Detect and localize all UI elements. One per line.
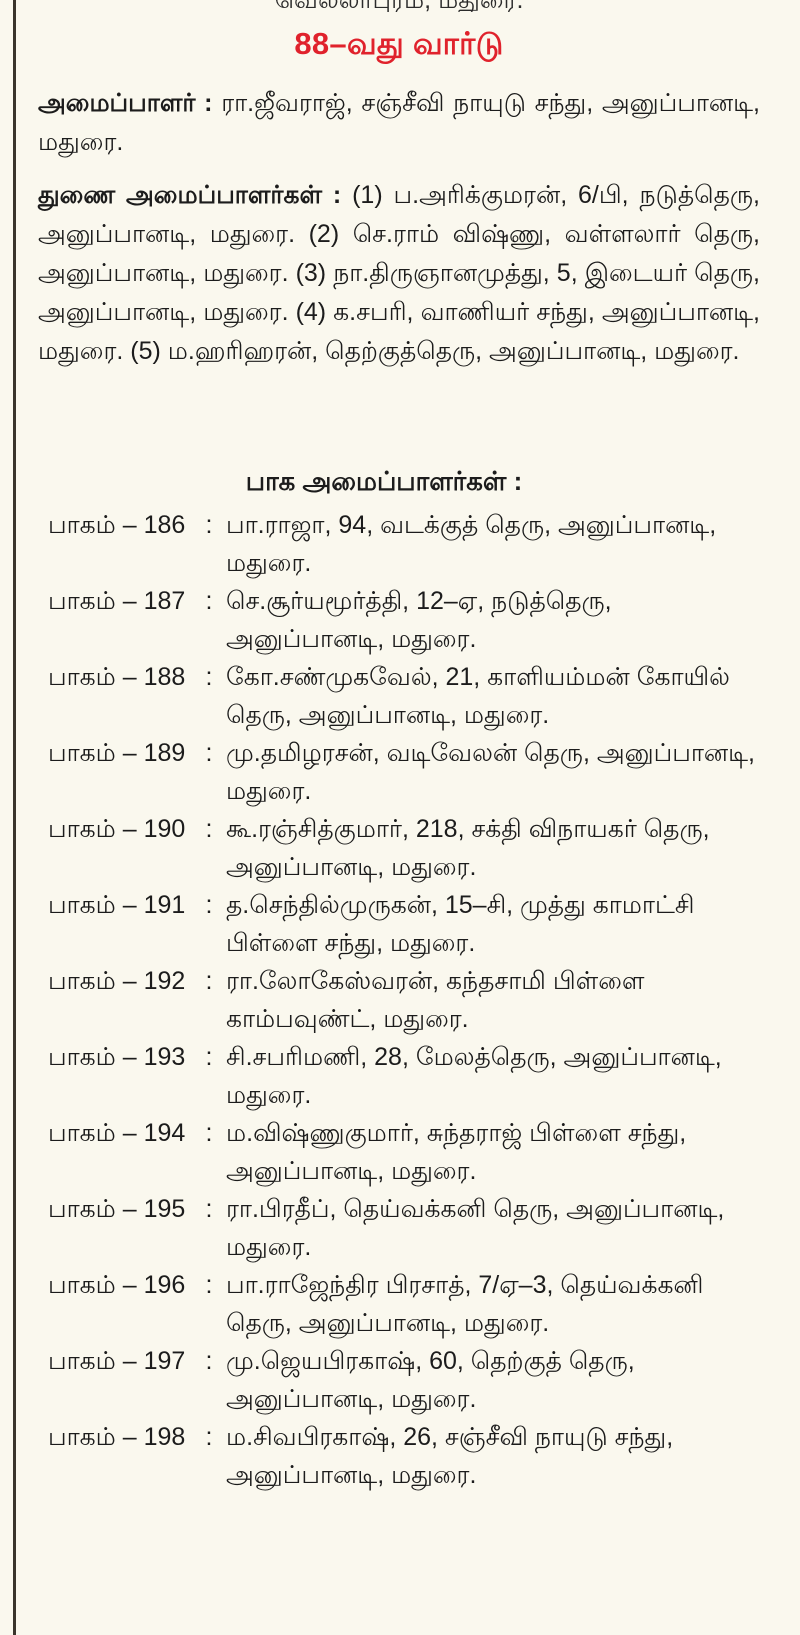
part-organiser-address: செ.சூர்யமூர்த்தி, 12–ஏ, நடுத்தெரு, அனுப்ப…: [226, 582, 786, 658]
part-number-label: பாகம் – 195: [48, 1195, 186, 1223]
address-line-primary: கோ.சண்முகவேல், 21, காளியம்மன் கோயில்: [226, 663, 730, 691]
address-line-primary: த.செந்தில்முருகன், 15–சி, முத்து காமாட்ச…: [226, 891, 695, 919]
address-line-primary: பா.ராஜேந்திர பிரசாத், 7/ஏ–3, தெய்வக்கனி: [226, 1271, 704, 1299]
row-colon-separator: :: [205, 1423, 213, 1451]
part-number-label: பாகம் – 198: [48, 1423, 186, 1451]
page-content: வெல்லாபுரம், மதுரை. 88–வது வார்டு அமைப்ப…: [34, 0, 786, 1635]
part-organiser-row: பாகம் – 188: கோ.சண்முகவேல், 21, காளியம்மன…: [34, 658, 786, 734]
part-number-label: பாகம் – 192: [48, 967, 186, 995]
address-line-continuation: மதுரை.: [226, 1233, 312, 1261]
organiser-value: ரா.ஜீவராஜ், சஞ்சீவி நாயுடு சந்து, அனுப்ப…: [38, 89, 760, 156]
address-line-primary: மு.ஜெயபிரகாஷ், 60, தெற்குத் தெரு,: [226, 1347, 635, 1375]
address-line-continuation: அனுப்பானடி, மதுரை.: [226, 1157, 477, 1185]
address-line-primary: சி.சபரிமணி, 28, மேலத்தெரு, அனுப்பானடி,: [226, 1043, 722, 1071]
part-number-label: பாகம் – 196: [48, 1271, 186, 1299]
organiser-paragraph: அமைப்பாளர் : ரா.ஜீவராஜ், சஞ்சீவி நாயுடு …: [38, 84, 760, 162]
address-line-continuation: மதுரை.: [226, 1081, 312, 1109]
address-line-primary: ரா.பிரதீப், தெய்வக்கனி தெரு, அனுப்பானடி,: [226, 1195, 725, 1223]
part-number-label: பாகம் – 194: [48, 1119, 186, 1147]
part-organiser-row: பாகம் – 186: பா.ராஜா, 94, வடக்குத் தெரு, …: [34, 506, 786, 582]
part-organiser-address: த.செந்தில்முருகன், 15–சி, முத்து காமாட்ச…: [226, 886, 786, 962]
row-colon-separator: :: [205, 663, 213, 691]
part-organiser-row: பாகம் – 189: மு.தமிழரசன், வடிவேலன் தெரு, …: [34, 734, 786, 810]
part-organiser-address: ரா.பிரதீப், தெய்வக்கனி தெரு, அனுப்பானடி,…: [226, 1190, 786, 1266]
part-organiser-row: பாகம் – 192: ரா.லோகேஸ்வரன், கந்தசாமி பிள்…: [34, 962, 786, 1038]
address-line-continuation: தெரு, அனுப்பானடி, மதுரை.: [226, 701, 550, 729]
address-line-primary: ம.சிவபிரகாஷ், 26, சஞ்சீவி நாயுடு சந்து,: [226, 1423, 674, 1451]
address-line-primary: மு.தமிழரசன், வடிவேலன் தெரு, அனுப்பானடி,: [226, 739, 755, 767]
part-organiser-row: பாகம் – 197: மு.ஜெயபிரகாஷ், 60, தெற்குத் …: [34, 1342, 786, 1418]
address-line-continuation: மதுரை.: [226, 777, 312, 805]
part-organiser-address: கூ.ரஞ்சித்குமார், 218, சக்தி விநாயகர் தெ…: [226, 810, 786, 886]
address-line-primary: ம.விஷ்ணுகுமார், சுந்தராஜ் பிள்ளை சந்து,: [226, 1119, 687, 1147]
part-organisers-list: பாகம் – 186: பா.ராஜா, 94, வடக்குத் தெரு, …: [34, 506, 786, 1494]
address-line-continuation: அனுப்பானடி, மதுரை.: [226, 853, 477, 881]
part-organiser-address: கோ.சண்முகவேல், 21, காளியம்மன் கோயில் தெரு…: [226, 658, 786, 734]
row-colon-separator: :: [205, 1119, 213, 1147]
part-number-label: பாகம் – 186: [48, 511, 186, 539]
part-organisers-heading: பாக அமைப்பாளர்கள் :: [245, 466, 523, 496]
deputy-organisers-value: (1) ப.அரிக்குமரன், 6/பி, நடுத்தெரு, அனுப…: [38, 181, 761, 365]
address-line-primary: கூ.ரஞ்சித்குமார், 218, சக்தி விநாயகர் தெ…: [226, 815, 710, 843]
part-organiser-row: பாகம் – 190: கூ.ரஞ்சித்குமார், 218, சக்தி…: [34, 810, 786, 886]
part-organiser-row: பாகம் – 195: ரா.பிரதீப், தெய்வக்கனி தெரு,…: [34, 1190, 786, 1266]
part-number-label: பாகம் – 193: [48, 1043, 186, 1071]
row-colon-separator: :: [205, 587, 213, 615]
address-line-continuation: அனுப்பானடி, மதுரை.: [226, 625, 477, 653]
deputy-organisers-label: துணை அமைப்பாளர்கள் :: [38, 181, 353, 209]
address-line-continuation: மதுரை.: [226, 549, 312, 577]
part-organiser-row: பாகம் – 194: ம.விஷ்ணுகுமார், சுந்தராஜ் பி…: [34, 1114, 786, 1190]
part-organiser-address: மு.தமிழரசன், வடிவேலன் தெரு, அனுப்பானடி, ம…: [226, 734, 786, 810]
ward-title: 88–வது வார்டு: [294, 26, 504, 61]
address-line-continuation: அனுப்பானடி, மதுரை.: [226, 1461, 477, 1489]
organiser-label: அமைப்பாளர் :: [38, 89, 222, 117]
address-line-continuation: தெரு, அனுப்பானடி, மதுரை.: [226, 1309, 550, 1337]
part-organiser-address: சி.சபரிமணி, 28, மேலத்தெரு, அனுப்பானடி, மத…: [226, 1038, 786, 1114]
part-number-label: பாகம் – 197: [48, 1347, 186, 1375]
part-number-label: பாகம் – 190: [48, 815, 186, 843]
row-colon-separator: :: [205, 815, 213, 843]
part-organiser-address: ரா.லோகேஸ்வரன், கந்தசாமி பிள்ளை காம்பவுண்ட…: [226, 962, 786, 1038]
part-organiser-row: பாகம் – 193: சி.சபரிமணி, 28, மேலத்தெரு, அ…: [34, 1038, 786, 1114]
part-organiser-address: மு.ஜெயபிரகாஷ், 60, தெற்குத் தெரு, அனுப்பா…: [226, 1342, 786, 1418]
row-colon-separator: :: [205, 1043, 213, 1071]
row-colon-separator: :: [205, 511, 213, 539]
part-organiser-row: பாகம் – 191: த.செந்தில்முருகன், 15–சி, மு…: [34, 886, 786, 962]
row-colon-separator: :: [205, 891, 213, 919]
row-colon-separator: :: [205, 1347, 213, 1375]
part-organiser-row: பாகம் – 187: செ.சூர்யமூர்த்தி, 12–ஏ, நடுத…: [34, 582, 786, 658]
deputy-organisers-paragraph: துணை அமைப்பாளர்கள் : (1) ப.அரிக்குமரன், …: [38, 176, 760, 371]
part-organiser-address: ம.சிவபிரகாஷ், 26, சஞ்சீவி நாயுடு சந்து, அ…: [226, 1418, 786, 1494]
address-line-primary: ரா.லோகேஸ்வரன், கந்தசாமி பிள்ளை: [226, 967, 645, 995]
part-number-label: பாகம் – 191: [48, 891, 186, 919]
clipped-previous-ward-line: வெல்லாபுரம், மதுரை.: [34, 0, 764, 12]
part-number-label: பாகம் – 188: [48, 663, 186, 691]
address-line-continuation: பிள்ளை சந்து, மதுரை.: [226, 929, 476, 957]
address-line-primary: பா.ராஜா, 94, வடக்குத் தெரு, அனுப்பானடி,: [226, 511, 717, 539]
part-organiser-row: பாகம் – 198: ம.சிவபிரகாஷ், 26, சஞ்சீவி நா…: [34, 1418, 786, 1494]
address-line-continuation: காம்பவுண்ட், மதுரை.: [226, 1005, 469, 1033]
part-number-label: பாகம் – 189: [48, 739, 186, 767]
row-colon-separator: :: [205, 1271, 213, 1299]
address-line-continuation: அனுப்பானடி, மதுரை.: [226, 1385, 477, 1413]
address-line-primary: செ.சூர்யமூர்த்தி, 12–ஏ, நடுத்தெரு,: [226, 587, 612, 615]
row-colon-separator: :: [205, 1195, 213, 1223]
column-rule-divider: [13, 0, 16, 1635]
part-organiser-row: பாகம் – 196: பா.ராஜேந்திர பிரசாத், 7/ஏ–3,…: [34, 1266, 786, 1342]
part-organiser-address: பா.ராஜேந்திர பிரசாத், 7/ஏ–3, தெய்வக்கனி த…: [226, 1266, 786, 1342]
part-organiser-address: ம.விஷ்ணுகுமார், சுந்தராஜ் பிள்ளை சந்து, அ…: [226, 1114, 786, 1190]
part-number-label: பாகம் – 187: [48, 587, 186, 615]
row-colon-separator: :: [205, 967, 213, 995]
row-colon-separator: :: [205, 739, 213, 767]
part-organiser-address: பா.ராஜா, 94, வடக்குத் தெரு, அனுப்பானடி, ம…: [226, 506, 786, 582]
